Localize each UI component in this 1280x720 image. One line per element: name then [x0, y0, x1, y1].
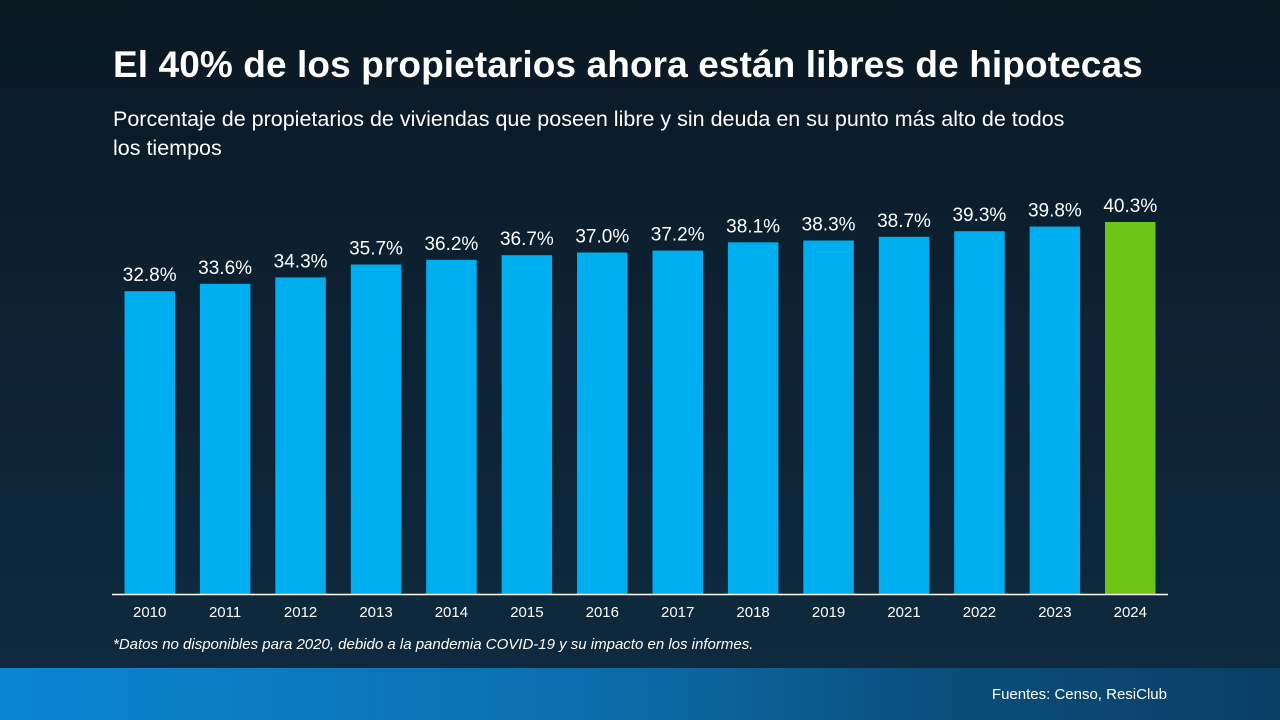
footer-band: Fuentes: Censo, ResiClub [0, 668, 1280, 720]
data-label-2012: 34.3% [274, 251, 328, 272]
x-tick-2021: 2021 [887, 604, 920, 621]
bar-2012 [275, 277, 326, 594]
chart-subtitle: Porcentaje de propietarios de viviendas … [113, 107, 1065, 160]
x-tick-2016: 2016 [586, 604, 619, 621]
bar-2015 [501, 255, 553, 594]
footnote: *Datos no disponibles para 2020, debido … [113, 636, 754, 653]
bar-2013 [350, 264, 402, 594]
data-label-2015: 36.7% [500, 229, 554, 250]
bar-2019 [803, 240, 854, 594]
bar-2014 [426, 259, 477, 594]
bar-2017 [652, 250, 703, 594]
data-label-2021: 38.7% [877, 211, 931, 232]
data-label-2016: 37.0% [575, 227, 629, 248]
data-label-2011: 33.6% [198, 258, 252, 279]
data-labels-group: 32.8% 33.6% 34.3% 35.7% 36.2% 36.7% 37.0% 37.2%… [123, 196, 1158, 286]
x-tick-2014: 2014 [435, 604, 468, 621]
bar-2023 [1029, 226, 1081, 594]
bar-2010 [124, 291, 175, 594]
x-tick-labels-group: 2010 2011 2012 2013 2014 2015 2016 2017 2018 2019… [133, 604, 1147, 621]
data-label-2013: 35.7% [349, 239, 403, 260]
bar-2018 [727, 242, 779, 595]
data-label-2014: 36.2% [424, 234, 478, 255]
data-label-2018: 38.1% [726, 216, 780, 237]
bar-2021 [878, 236, 930, 595]
data-label-2019: 38.3% [802, 215, 856, 236]
x-tick-2010: 2010 [133, 604, 166, 621]
chart-title: El 40% de los propietarios ahora están l… [113, 44, 1143, 85]
bar-2024 [1105, 222, 1156, 594]
x-tick-2017: 2017 [661, 604, 694, 621]
bar-2011 [199, 283, 251, 594]
x-tick-2015: 2015 [510, 604, 543, 621]
bars-group [124, 222, 1156, 595]
data-label-2022: 39.3% [952, 205, 1006, 226]
bar-2022 [954, 231, 1005, 594]
x-tick-2024: 2024 [1114, 604, 1147, 621]
x-tick-2023: 2023 [1038, 604, 1071, 621]
x-tick-2013: 2013 [359, 604, 392, 621]
bar-2016 [577, 252, 628, 594]
x-tick-2018: 2018 [736, 604, 769, 621]
x-tick-2011: 2011 [209, 604, 241, 621]
data-label-2024: 40.3% [1103, 196, 1157, 217]
x-tick-2012: 2012 [284, 604, 317, 621]
sources-text: Fuentes: Censo, ResiClub [991, 686, 1167, 703]
x-tick-2019: 2019 [812, 604, 845, 621]
data-label-2010: 32.8% [123, 265, 177, 286]
data-label-2017: 37.2% [651, 225, 705, 246]
data-label-2023: 39.8% [1028, 201, 1082, 222]
x-tick-2022: 2022 [963, 604, 996, 621]
